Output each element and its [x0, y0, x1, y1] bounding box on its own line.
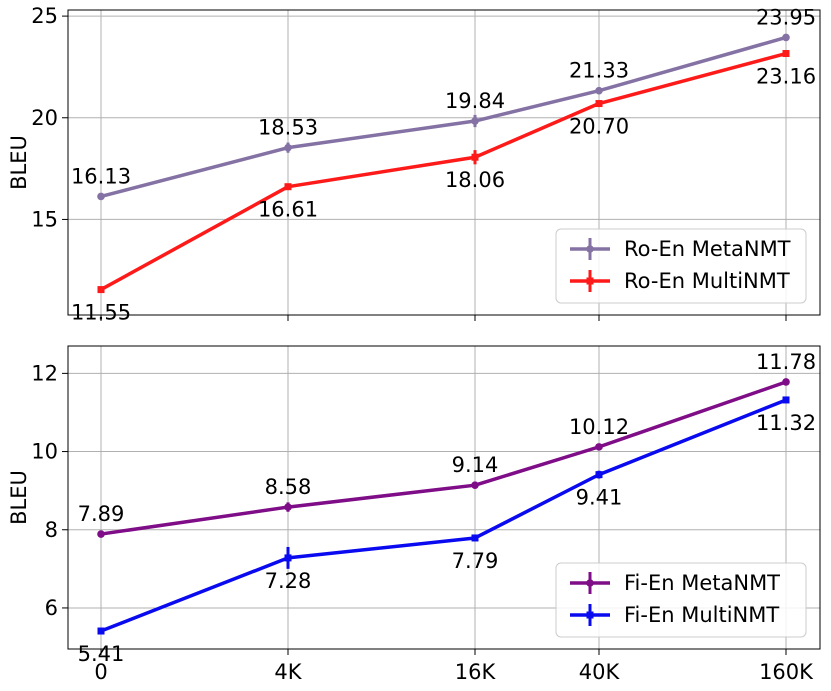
data-point [595, 86, 603, 95]
data-point [284, 554, 292, 562]
data-point [97, 530, 105, 538]
data-label: 9.14 [452, 453, 499, 477]
x-tick-label: 40K [579, 660, 621, 684]
x-tick-label: 4K [274, 660, 302, 684]
y-tick-label: 12 [31, 361, 58, 385]
data-point [471, 481, 479, 489]
data-label: 20.70 [569, 115, 629, 139]
data-point [471, 117, 479, 125]
y-tick-label: 8 [45, 518, 58, 542]
legend: Ro-En MetaNMT Ro-En MultiNMT [555, 228, 807, 304]
axes-frame [67, 345, 821, 650]
data-point [595, 443, 603, 451]
data-point [284, 183, 292, 191]
data-label: 11.78 [756, 350, 816, 374]
legend-label: Ro-En MetaNMT [624, 237, 791, 261]
data-label: 5.41 [78, 642, 125, 666]
x-tick-label: 16K [455, 660, 497, 684]
y-axis-label: BLEU [7, 470, 31, 525]
data-label: 18.06 [445, 168, 505, 192]
data-point [782, 378, 790, 386]
data-label: 23.16 [756, 65, 816, 89]
series-2: 5.41 7.28 7.79 9.41 11.32 [78, 396, 816, 666]
x-tick-label: 0 [94, 660, 107, 684]
data-label: 10.12 [569, 415, 629, 439]
data-label: 21.33 [569, 59, 629, 83]
data-label: 8.58 [265, 475, 312, 499]
x-axis [100, 315, 787, 321]
y-tick-label: 10 [31, 440, 58, 464]
y-tick-label: 25 [31, 4, 58, 28]
data-label: 11.55 [71, 301, 131, 325]
data-point [471, 534, 479, 542]
y-axis: 15 20 25 [31, 4, 68, 231]
grid [68, 10, 820, 315]
chart-panel-1: 15 20 25 BLEU 16.13 18.53 19.84 21.33 23.95 11.55… [7, 4, 821, 325]
y-tick-label: 6 [45, 596, 58, 620]
legend-marker [586, 277, 594, 285]
data-point [782, 396, 790, 404]
y-tick-label: 20 [31, 106, 58, 130]
y-tick-label: 15 [31, 207, 58, 231]
y-axis-label: BLEU [7, 135, 31, 190]
data-label: 23.95 [756, 5, 816, 29]
legend-label: Fi-En MetaNMT [624, 571, 780, 595]
legend: Fi-En MetaNMT Fi-En MultiNMT [555, 562, 807, 638]
data-point [97, 286, 105, 294]
data-label: 16.61 [258, 198, 318, 222]
data-point [782, 50, 790, 58]
legend-label: Fi-En MultiNMT [624, 603, 779, 627]
legend-box [555, 228, 807, 304]
data-label: 7.89 [78, 502, 125, 526]
data-label: 19.84 [445, 89, 505, 113]
data-point [595, 471, 603, 479]
axes-frame [67, 9, 821, 316]
series-1: 7.89 8.58 9.14 10.12 11.78 [78, 350, 816, 538]
data-label: 7.28 [265, 569, 312, 593]
series-line [100, 35, 787, 199]
y-axis: 6 8 10 12 [31, 361, 68, 620]
data-label: 16.13 [71, 164, 131, 188]
data-point [284, 503, 292, 511]
data-label: 9.41 [576, 486, 623, 510]
data-label: 11.32 [756, 411, 816, 435]
chart-panel-2: 6 8 10 12 0 4K 16K 40K 160K BLEU 7.89 8.58 9.14 10.12… [7, 345, 821, 684]
legend-label: Ro-En MultiNMT [624, 269, 790, 293]
data-point [595, 100, 603, 108]
legend-marker [586, 245, 594, 253]
legend-marker [586, 579, 594, 587]
series-line [100, 380, 787, 536]
data-label: 18.53 [258, 116, 318, 140]
legend-box [555, 562, 807, 638]
data-point [97, 192, 105, 201]
data-point [471, 153, 479, 161]
series-2: 11.55 16.61 18.06 20.70 23.16 [71, 50, 816, 325]
data-point [782, 33, 790, 42]
series-1: 16.13 18.53 19.84 21.33 23.95 [71, 5, 816, 201]
x-tick-label: 160K [759, 660, 814, 684]
data-point [284, 143, 292, 152]
grid [68, 346, 820, 649]
legend-marker [586, 611, 594, 619]
x-axis: 0 4K 16K 40K 160K [94, 649, 814, 684]
data-point [97, 627, 105, 635]
data-label: 7.79 [452, 549, 499, 573]
